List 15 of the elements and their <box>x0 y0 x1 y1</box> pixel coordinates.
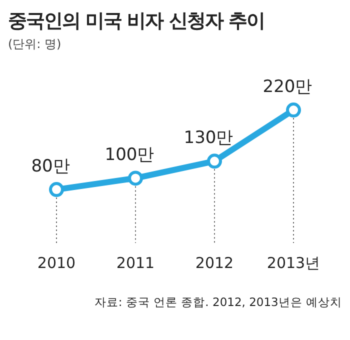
chart-title: 중국인의 미국 비자 신청자 추이 <box>8 9 266 34</box>
point <box>128 170 143 186</box>
x-tick-label: 2013년 <box>266 254 320 272</box>
data-label: 130만 <box>184 128 234 148</box>
x-tick-label: 2010 <box>37 254 76 272</box>
text: 자료: 중국 언론 종합. 2012, 2013년은 예상치 <box>93 295 342 310</box>
point <box>286 102 301 118</box>
point <box>207 154 222 169</box>
x-tick-label: 2011 <box>116 254 155 272</box>
chart-subtitle: (단위: 명) <box>8 36 62 53</box>
point <box>49 182 64 198</box>
data-label: 100만 <box>104 145 154 166</box>
x-tick-label: 2012 <box>195 254 234 272</box>
data-label: 220만 <box>262 76 312 97</box>
data-label: 80만 <box>31 156 70 176</box>
